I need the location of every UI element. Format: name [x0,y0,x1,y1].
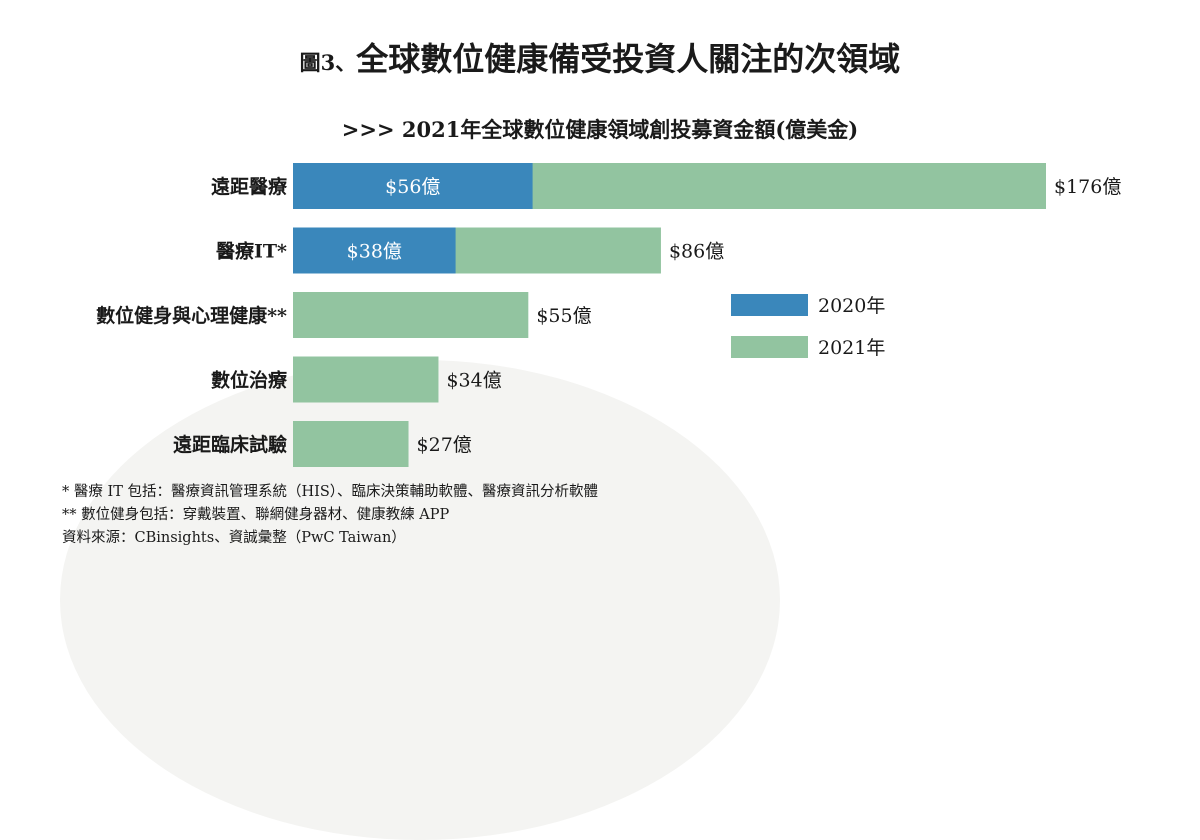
value-label-2021: $86億 [669,241,724,263]
footnote-source: 資料來源：CBinsights、資誠彙整（PwC Taiwan） [62,530,406,546]
bar-2021 [293,292,529,338]
figure-number: 圖3、 [299,50,357,75]
footnote-medical-it: * 醫療 IT 包括：醫療資訊管理系統（HIS）、臨床決策輔助軟體、醫療資訊分析… [62,484,599,500]
value-label-2021: $55億 [536,305,591,327]
chart-title: >>> 2021年全球數位健康領域創投募資金額(億美金) [341,117,859,142]
category-label: 遠距臨床試驗 [173,433,287,456]
category-label: 醫療IT* [216,240,287,263]
footnotes: * 醫療 IT 包括：醫療資訊管理系統（HIS）、臨床決策輔助軟體、醫療資訊分析… [62,481,598,550]
value-label-2020: $38億 [347,241,402,263]
value-label-2020: $56億 [385,176,440,198]
figure-title-text: 全球數位健康備受投資人關注的次領域 [356,40,901,78]
bar-2020 [293,227,456,274]
legend-swatch [731,294,808,316]
value-label-2021: $27億 [417,434,472,456]
legend-label: 2021年 [818,337,885,359]
value-label-2021: $176億 [1054,176,1121,198]
category-label: 數位健身與心理健康** [96,304,287,327]
figure-title: 圖3、全球數位健康備受投資人關注的次領域 [0,34,1200,80]
category-label: 數位治療 [211,369,288,392]
value-label-2021: $34億 [446,370,501,392]
bar-2020 [293,163,533,209]
legend-label: 2020年 [818,295,885,317]
category-label: 遠距醫療 [211,175,288,198]
bar-2021 [293,421,409,467]
bar-2021 [293,356,439,403]
footnote-digital-fitness: ** 數位健身包括：穿戴裝置、聯網健身器材、健康教練 APP [62,507,450,523]
legend-swatch [731,336,808,358]
